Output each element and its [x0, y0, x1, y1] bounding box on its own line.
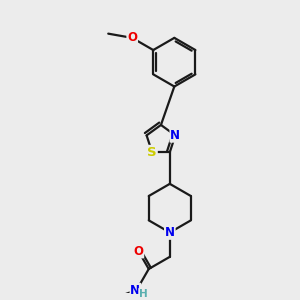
Text: S: S [147, 146, 157, 159]
Text: N: N [130, 284, 140, 297]
Text: O: O [127, 32, 137, 44]
Text: N: N [170, 129, 180, 142]
Text: N: N [165, 226, 175, 239]
Text: H: H [139, 289, 148, 299]
Text: O: O [134, 244, 143, 258]
